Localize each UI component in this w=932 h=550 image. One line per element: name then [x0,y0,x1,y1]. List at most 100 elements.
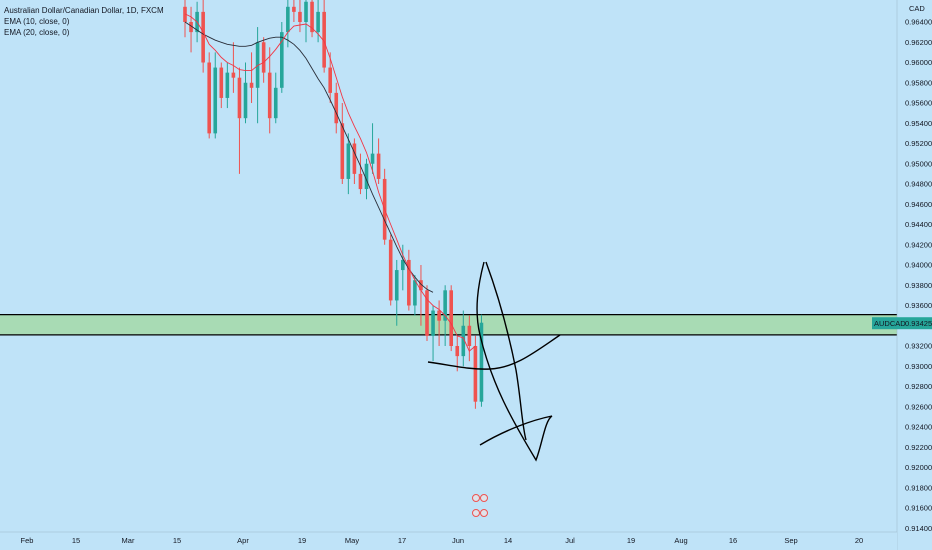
candle-body [461,325,466,357]
x-tick-label: Jul [565,536,575,545]
candle-body [304,1,308,22]
candle-body [225,72,230,98]
candle-body [267,72,272,119]
candle-body [219,67,224,98]
legend-ema20[interactable]: EMA (20, close, 0) [4,28,70,37]
hand-drawn-projection [476,261,553,462]
candle-body [298,11,302,22]
y-tick-label: 0.94000 [905,261,932,270]
x-tick-label: 14 [504,536,512,545]
candle-body [286,6,290,33]
candle-body [261,42,266,73]
candle-body [340,123,345,179]
time-axis [0,532,897,550]
candle-body [316,11,320,33]
y-tick-label: 0.96200 [905,38,932,47]
candle-body [388,239,393,301]
candle-body [310,1,314,33]
price-tag-symbol: AUDCAD [874,319,906,328]
currency-label: CAD [909,4,925,13]
candle-body [473,346,478,402]
candle-body [358,173,363,190]
candle-body [334,92,339,124]
y-tick-label: 0.95400 [905,119,932,128]
candle-body [370,153,375,164]
event-marker-icon [472,509,480,517]
candle-body [419,280,423,291]
plot-background [0,0,897,532]
x-tick-label: 15 [72,536,80,545]
candle-body [394,270,399,301]
x-tick-label: 20 [855,536,863,545]
ema20-line [184,21,434,293]
candle-body [407,259,411,306]
support-zone [0,314,897,335]
y-tick-label: 0.92200 [905,443,932,452]
candle-body [189,22,193,33]
x-tick-label: 19 [627,536,635,545]
y-tick-label: 0.96000 [905,58,932,67]
candle-body [467,325,472,346]
candle-body [352,143,357,174]
candle-body [322,11,326,68]
y-tick-label: 0.93000 [905,362,932,371]
y-tick-label: 0.94800 [905,180,932,189]
price-axis [897,0,932,550]
y-tick-label: 0.92800 [905,382,932,391]
y-tick-label: 0.91600 [905,504,932,513]
candle-body [425,290,429,336]
y-tick-label: 0.94600 [905,200,932,209]
candle-body [328,67,332,93]
x-tick-label: Aug [674,536,687,545]
y-tick-label: 0.94200 [905,240,932,249]
candle-body [437,310,441,321]
x-tick-label: Sep [784,536,797,545]
legend-ema10[interactable]: EMA (10, close, 0) [4,17,70,26]
y-tick-label: 0.96400 [905,18,932,27]
candle-body [346,143,351,179]
candle-body [376,153,381,179]
legend-symbol-line[interactable]: Australian Dollar/Canadian Dollar, 1D, F… [4,6,164,15]
y-tick-label: 0.95000 [905,159,932,168]
y-tick-label: 0.92400 [905,423,932,432]
candle-body [364,163,369,190]
y-tick-label: 0.95800 [905,78,932,87]
event-marker-icon [480,509,488,517]
x-tick-label: May [345,536,359,545]
y-tick-label: 0.93600 [905,301,932,310]
x-tick-label: 16 [729,536,737,545]
candle-body [401,259,405,271]
x-tick-label: Mar [122,536,135,545]
price-tag-box [872,317,932,330]
candle-body [183,6,187,22]
x-tick-label: Jun [452,536,464,545]
candle-body [455,346,460,357]
y-tick-label: 0.91800 [905,483,932,492]
candle-body [292,6,296,12]
y-tick-label: 0.95600 [905,99,932,108]
candle-body [249,82,254,88]
candle-body [443,290,447,321]
x-tick-label: Feb [21,536,34,545]
y-tick-label: 0.95200 [905,139,932,148]
hand-drawn-stroke [485,261,527,441]
x-tick-label: 15 [173,536,181,545]
ema10-line [184,13,476,352]
candle-body [243,82,248,119]
x-tick-label: 17 [398,536,406,545]
candle-body [449,290,453,346]
candle-body [207,62,211,134]
event-marker-icon [472,494,480,502]
candle-body [237,77,242,119]
candle-body [231,72,236,78]
candle-body [413,280,417,306]
x-tick-label: Apr [237,536,249,545]
y-tick-label: 0.91400 [905,524,932,533]
y-tick-label: 0.92000 [905,463,932,472]
event-marker-icon [480,494,488,502]
candle-body [201,11,205,63]
candle-body [280,32,284,88]
price-tag-value: 0.93425 [905,319,932,328]
